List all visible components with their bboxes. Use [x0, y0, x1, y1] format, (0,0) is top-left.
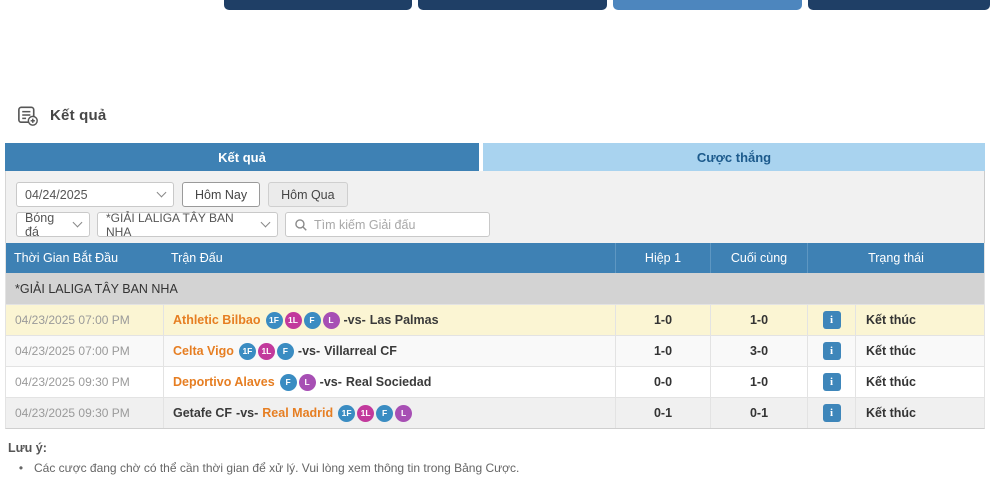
team-badge-1f: 1F	[265, 311, 283, 329]
match-time: 04/23/2025 07:00 PM	[15, 344, 130, 358]
top-nav-button-1[interactable]	[224, 0, 412, 10]
team-badge-1f: 1F	[238, 342, 256, 360]
today-button[interactable]: Hôm Nay	[182, 182, 261, 207]
half1-score: 1-0	[615, 305, 710, 335]
team-badge-l: L	[322, 311, 340, 329]
yesterday-button[interactable]: Hôm Qua	[268, 182, 348, 207]
team-badge-l: L	[298, 373, 316, 391]
chevron-down-icon	[156, 187, 167, 198]
vs-separator: -vs-	[343, 313, 366, 327]
date-select-value: 04/24/2025	[25, 187, 88, 202]
home-team: Getafe CF	[173, 406, 233, 420]
match-status: Kết thúc	[855, 398, 984, 428]
vs-separator: -vs-	[319, 375, 342, 389]
info-button[interactable]: i	[822, 311, 841, 329]
team-badge-l: L	[395, 404, 413, 422]
col-header-status: Trạng thái	[807, 243, 984, 273]
tab-results[interactable]: Kết quả	[5, 143, 479, 171]
final-score: 0-1	[710, 398, 807, 428]
col-header-final: Cuối cùng	[710, 243, 807, 273]
col-header-half1: Hiệp 1	[615, 243, 710, 273]
search-icon	[294, 218, 308, 232]
match-status: Kết thúc	[855, 367, 984, 397]
notes-title: Lưu ý:	[8, 441, 47, 455]
info-cell: i	[807, 367, 855, 397]
top-nav-button-2[interactable]	[418, 0, 607, 10]
note-item: • Các cược đang chờ có thể cần thời gian…	[8, 461, 978, 475]
match-time: 04/23/2025 09:30 PM	[15, 375, 130, 389]
match-cell: Celta Vigo 1F 1L F -vs- Villarreal CF	[163, 336, 615, 366]
match-time: 04/23/2025 07:00 PM	[15, 313, 130, 327]
filter-panel: 04/24/2025 Hôm Nay Hôm Qua Bóng đá *GIẢI…	[5, 171, 985, 243]
half1-score: 0-1	[615, 398, 710, 428]
league-search	[285, 212, 490, 237]
away-team: Real Sociedad	[345, 375, 432, 389]
top-nav-button-4[interactable]	[808, 0, 990, 10]
half1-score: 0-0	[615, 367, 710, 397]
table-row: 04/23/2025 09:30 PM Getafe CF -vs- Real Mad…	[6, 397, 984, 428]
league-select-value: *GIẢI LALIGA TÂY BAN NHA	[106, 210, 234, 239]
team-badge-f: F	[276, 342, 294, 360]
top-nav-button-3[interactable]	[613, 0, 802, 10]
final-score: 1-0	[710, 305, 807, 335]
league-select[interactable]: *GIẢI LALIGA TÂY BAN NHA	[97, 210, 278, 239]
table-row: 04/23/2025 07:00 PM Celta Vigo 1F 1L F -vs- Vi…	[6, 335, 984, 366]
table-row: 04/23/2025 07:00 PM Athletic Bilbao 1F 1L F L…	[6, 304, 984, 335]
match-cell: Athletic Bilbao 1F 1L F L -vs- Las Palmas	[163, 305, 615, 335]
table-header-row: Thời Gian Bắt Đầu Trận Đấu Hiệp 1 Cuối c…	[6, 243, 984, 273]
final-score: 3-0	[710, 336, 807, 366]
info-button[interactable]: i	[822, 373, 841, 391]
sport-select-value: Bóng đá	[25, 210, 55, 239]
table-row: 04/23/2025 09:30 PM Deportivo Alaves F L -vs…	[6, 366, 984, 397]
team-badge-1l: 1L	[257, 342, 275, 360]
team-badge-1l: 1L	[357, 404, 375, 422]
info-cell: i	[807, 398, 855, 428]
tab-winning-bets[interactable]: Cược thắng	[483, 143, 985, 171]
info-button[interactable]: i	[822, 342, 841, 360]
team-badge-1l: 1L	[284, 311, 302, 329]
sport-select[interactable]: Bóng đá	[16, 210, 90, 239]
vs-separator: -vs-	[297, 344, 321, 358]
match-status: Kết thúc	[855, 336, 984, 366]
page-header: Kết quả	[16, 104, 106, 127]
col-header-match: Trận Đấu	[171, 251, 223, 265]
date-select[interactable]: 04/24/2025	[16, 182, 174, 207]
match-cell: Getafe CF -vs- Real Madrid 1F 1L F L	[163, 398, 615, 428]
results-list-icon	[16, 104, 39, 127]
chevron-down-icon	[72, 217, 83, 228]
match-status: Kết thúc	[855, 305, 984, 335]
match-cell: Deportivo Alaves F L -vs- Real Sociedad	[163, 367, 615, 397]
search-input[interactable]	[314, 217, 481, 232]
info-cell: i	[807, 305, 855, 335]
team-badge-f: F	[303, 311, 321, 329]
notes-section: Lưu ý: • Các cược đang chờ có thể cần th…	[8, 441, 978, 475]
note-text: Các cược đang chờ có thể cần thời gian đ…	[34, 461, 520, 475]
league-group-row: *GIẢI LALIGA TÂY BAN NHA	[6, 273, 984, 304]
col-header-time: Thời Gian Bắt Đầu	[14, 251, 119, 265]
info-cell: i	[807, 336, 855, 366]
team-badge-f: F	[279, 373, 297, 391]
tab-bar: Kết quả Cược thắng	[5, 143, 985, 171]
table-body: 04/23/2025 07:00 PM Athletic Bilbao 1F 1L F L…	[6, 304, 984, 428]
away-team: Las Palmas	[369, 313, 439, 327]
final-score: 1-0	[710, 367, 807, 397]
vs-separator: -vs-	[236, 406, 259, 420]
page-title: Kết quả	[50, 107, 107, 124]
home-team: Deportivo Alaves	[173, 375, 275, 389]
results-table: Thời Gian Bắt Đầu Trận Đấu Hiệp 1 Cuối c…	[5, 243, 985, 429]
home-team: Athletic Bilbao	[173, 313, 261, 327]
home-team: Celta Vigo	[173, 344, 234, 358]
away-team: Real Madrid	[262, 406, 334, 420]
away-team: Villarreal CF	[324, 344, 397, 358]
chevron-down-icon	[260, 217, 271, 228]
team-badge-1f: 1F	[338, 404, 356, 422]
bullet-icon: •	[18, 461, 24, 475]
half1-score: 1-0	[615, 336, 710, 366]
team-badge-f: F	[376, 404, 394, 422]
match-time: 04/23/2025 09:30 PM	[15, 406, 130, 420]
info-button[interactable]: i	[822, 404, 841, 422]
